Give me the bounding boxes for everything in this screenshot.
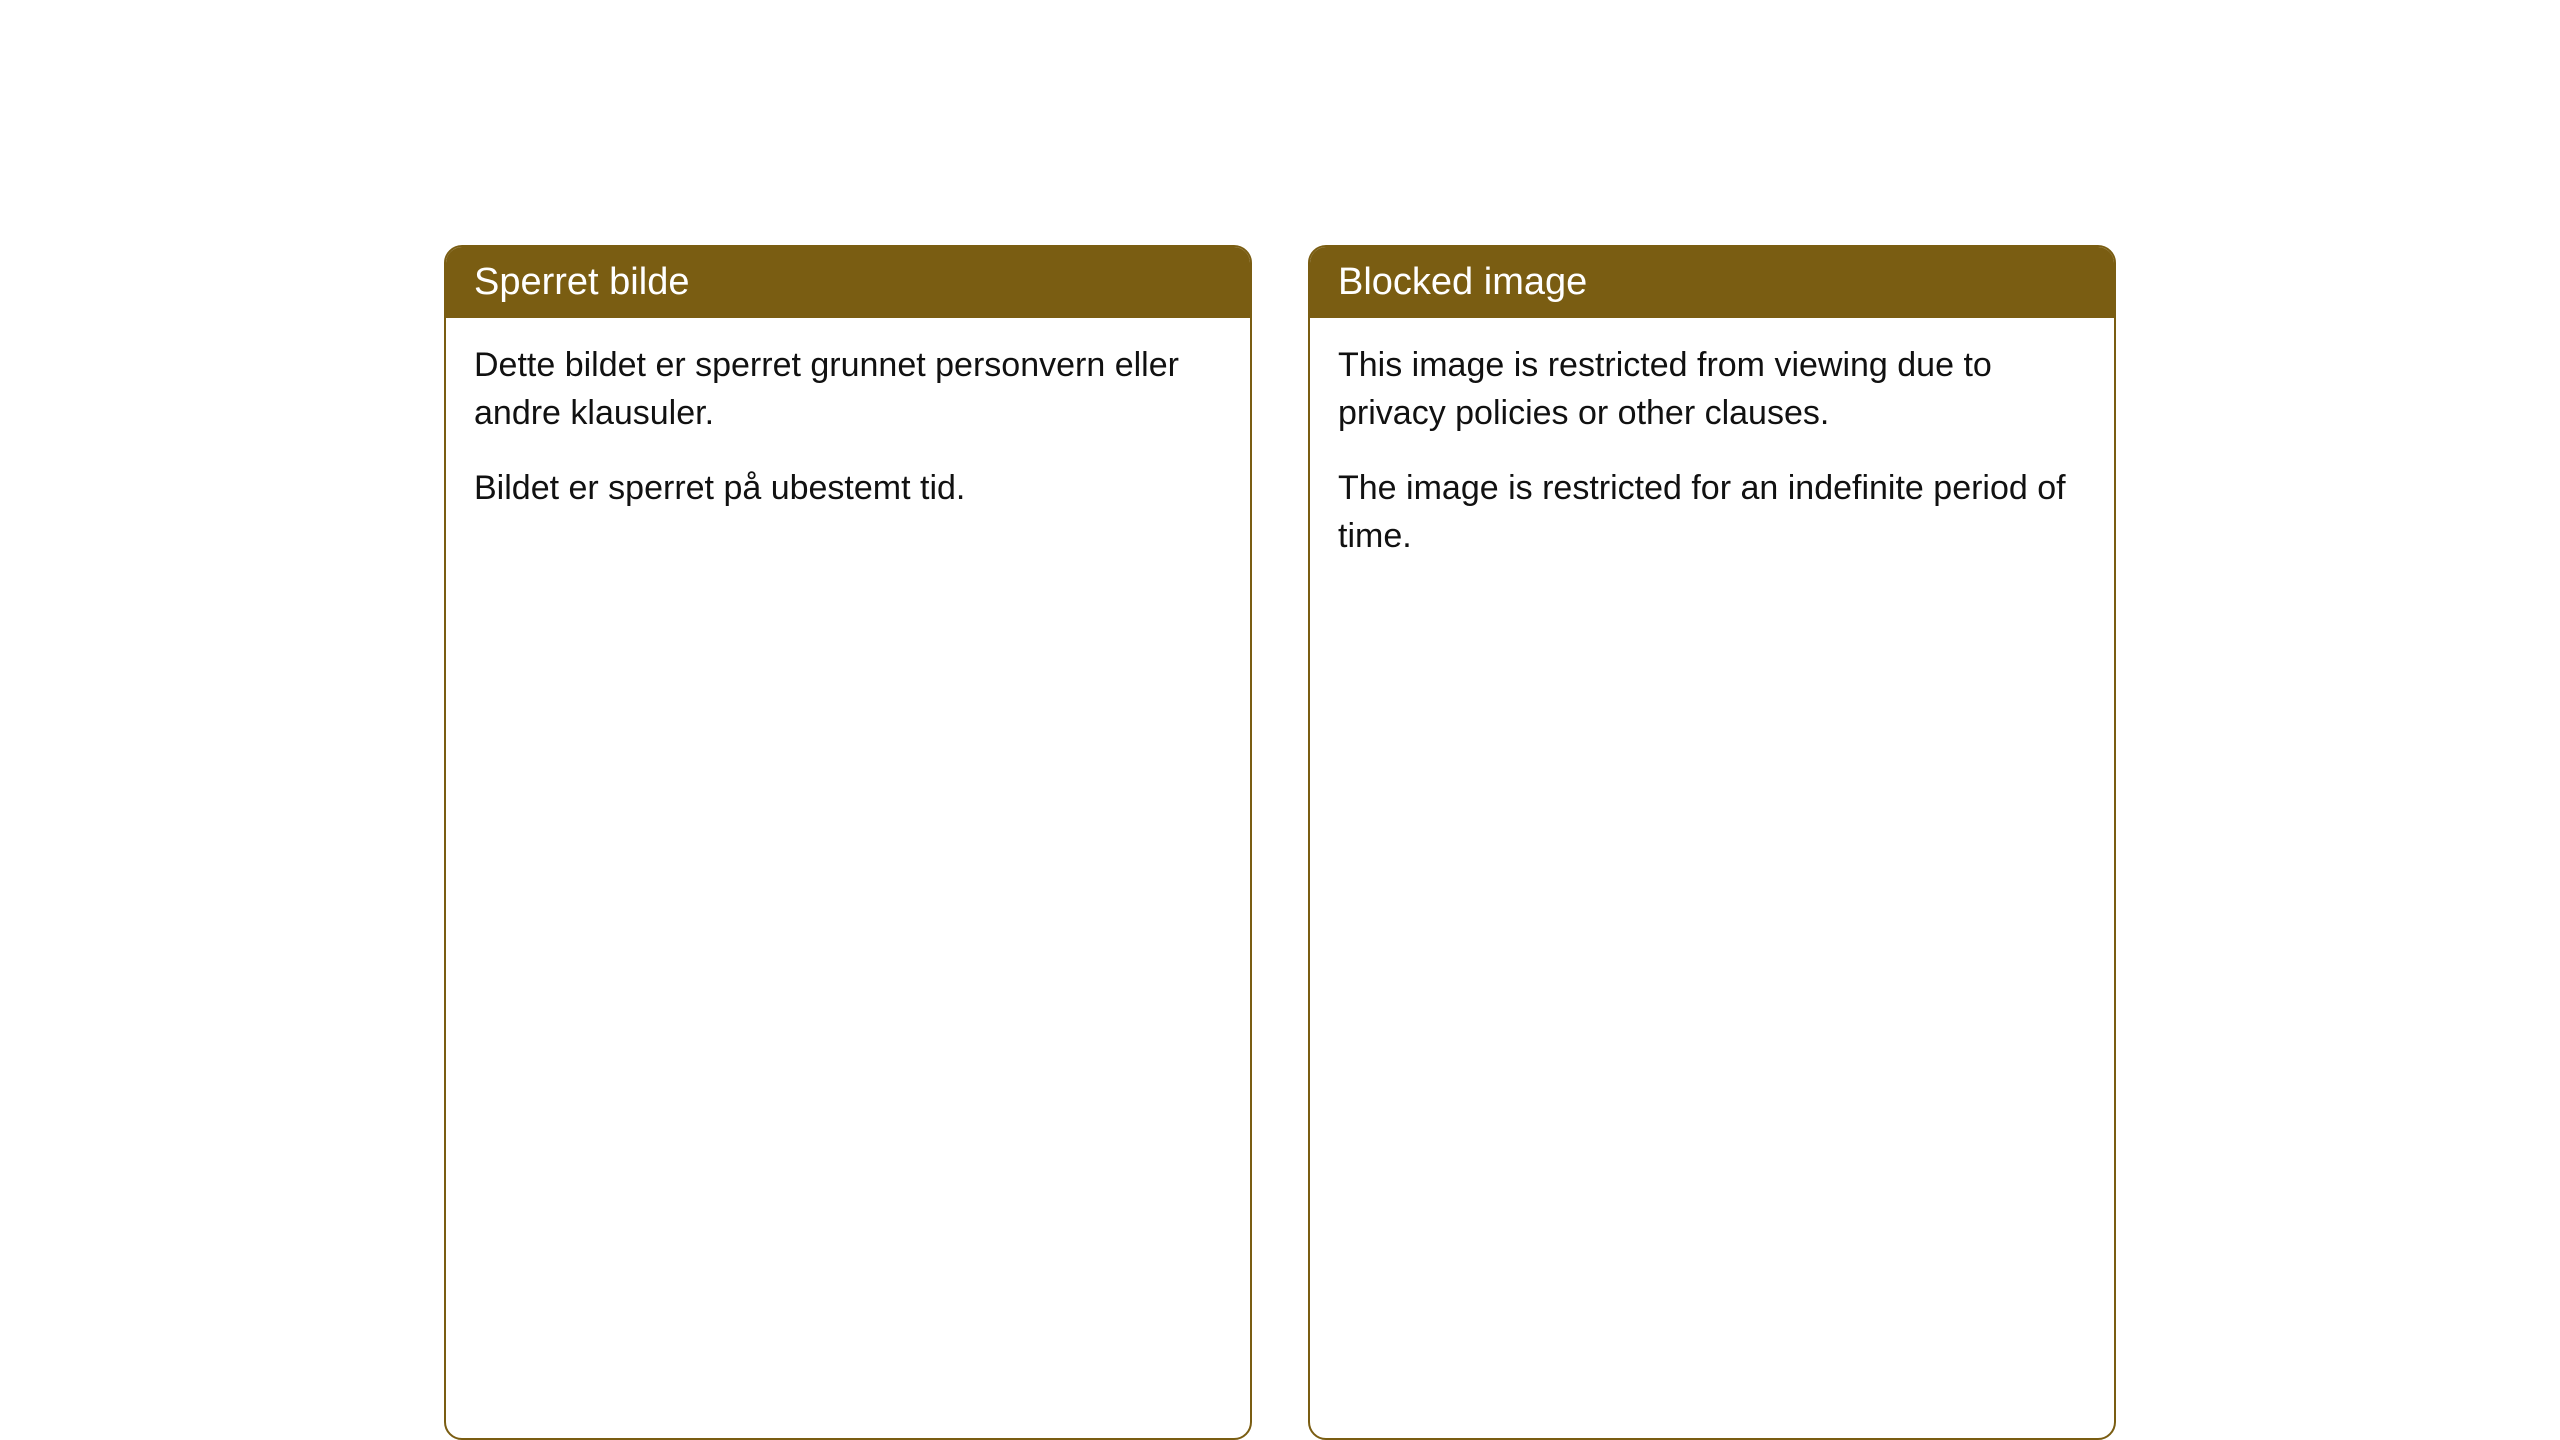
card-paragraph-2: The image is restricted for an indefinit… <box>1338 465 2086 560</box>
notice-card-container: Sperret bilde Dette bildet er sperret gr… <box>444 245 2116 1440</box>
notice-card-norwegian: Sperret bilde Dette bildet er sperret gr… <box>444 245 1252 1440</box>
card-paragraph-1: Dette bildet er sperret grunnet personve… <box>474 342 1222 437</box>
card-header: Sperret bilde <box>446 247 1250 318</box>
card-body: Dette bildet er sperret grunnet personve… <box>446 318 1250 545</box>
card-header: Blocked image <box>1310 247 2114 318</box>
card-paragraph-2: Bildet er sperret på ubestemt tid. <box>474 465 1222 513</box>
card-title: Sperret bilde <box>474 261 689 303</box>
card-paragraph-1: This image is restricted from viewing du… <box>1338 342 2086 437</box>
notice-card-english: Blocked image This image is restricted f… <box>1308 245 2116 1440</box>
card-title: Blocked image <box>1338 261 1587 303</box>
card-body: This image is restricted from viewing du… <box>1310 318 2114 592</box>
